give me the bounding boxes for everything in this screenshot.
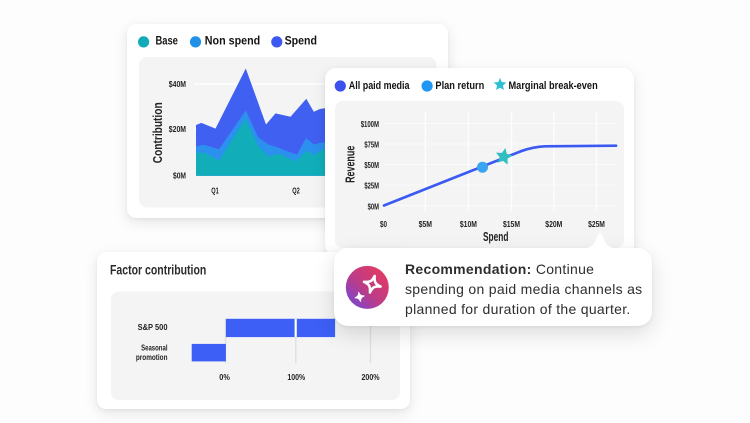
svg-text:$20M: $20M <box>545 220 562 229</box>
svg-text:$0M: $0M <box>173 171 186 180</box>
svg-text:Plan return: Plan return <box>435 80 484 92</box>
svg-text:$50M: $50M <box>364 161 379 170</box>
svg-text:Non spend: Non spend <box>205 35 260 48</box>
svg-text:Q2: Q2 <box>292 187 300 196</box>
svg-text:$100M: $100M <box>361 120 380 129</box>
svg-text:$40M: $40M <box>169 80 186 89</box>
svg-text:100%: 100% <box>287 373 305 382</box>
svg-text:$0M: $0M <box>368 202 380 211</box>
svg-text:Spend: Spend <box>483 230 509 244</box>
svg-text:Base: Base <box>156 35 179 48</box>
svg-text:Spend: Spend <box>285 35 317 48</box>
svg-text:promotion: promotion <box>136 353 168 362</box>
svg-text:Factor contribution: Factor contribution <box>110 262 206 278</box>
svg-text:Seasonal: Seasonal <box>141 343 167 352</box>
svg-text:$20M: $20M <box>169 125 186 134</box>
svg-text:S&P 500: S&P 500 <box>138 323 168 332</box>
svg-text:200%: 200% <box>362 373 380 382</box>
svg-text:$5M: $5M <box>419 220 433 229</box>
svg-text:$25M: $25M <box>588 220 605 229</box>
svg-text:$0: $0 <box>380 220 387 229</box>
svg-text:0%: 0% <box>219 373 230 382</box>
svg-text:$75M: $75M <box>364 141 379 150</box>
svg-text:Q1: Q1 <box>211 187 219 196</box>
svg-text:All paid media: All paid media <box>349 80 410 92</box>
svg-text:$10M: $10M <box>460 220 477 229</box>
svg-text:Revenue: Revenue <box>344 146 358 183</box>
svg-text:Contribution: Contribution <box>150 102 165 163</box>
svg-text:$25M: $25M <box>364 182 379 191</box>
svg-text:Marginal break-even: Marginal break-even <box>509 80 598 92</box>
svg-text:$15M: $15M <box>503 220 520 229</box>
